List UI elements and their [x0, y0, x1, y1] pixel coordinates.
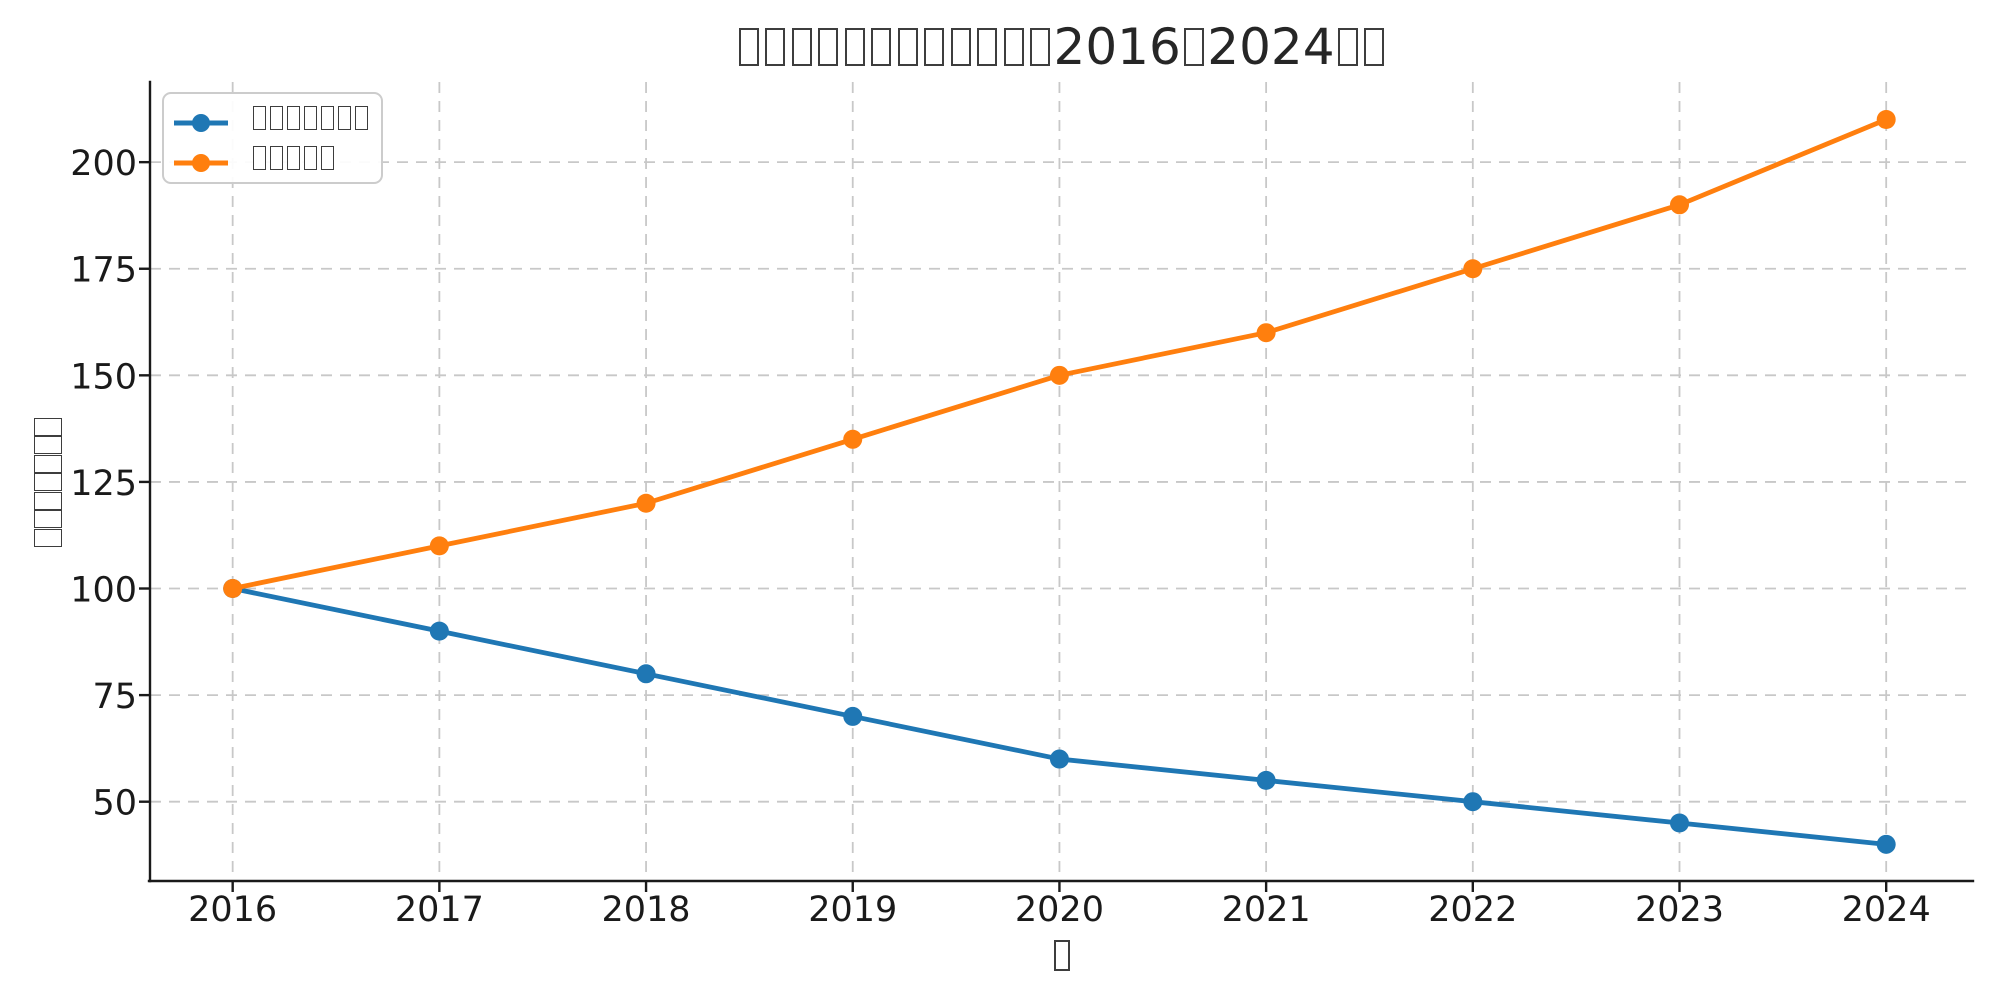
y-axis-label	[33, 417, 63, 547]
missing-glyph-box	[765, 28, 786, 66]
data-point-marker	[636, 493, 656, 513]
data-point-marker	[1670, 813, 1690, 833]
missing-glyph-box	[977, 28, 998, 66]
missing-glyph-box	[897, 28, 918, 66]
x-tick-label: 2020	[1015, 890, 1104, 930]
chart-title: 2016 2024	[150, 22, 1973, 72]
missing-glyph-box	[354, 105, 368, 131]
missing-glyph-box	[286, 105, 300, 131]
data-point-marker	[429, 536, 449, 556]
data-point-marker	[1670, 195, 1690, 215]
missing-glyph-box	[337, 105, 351, 131]
data-point-marker	[843, 429, 863, 449]
data-point-marker	[1876, 110, 1896, 130]
data-point-marker	[1876, 834, 1896, 854]
x-tick-label: 2019	[808, 890, 897, 930]
missing-glyph-box	[303, 145, 317, 171]
missing-glyph-box	[1053, 940, 1070, 971]
missing-glyph-box	[253, 105, 266, 131]
y-tick-label: 50	[92, 784, 137, 824]
missing-glyph-box	[33, 436, 63, 455]
x-tick-label: 2022	[1428, 890, 1517, 930]
missing-glyph-box	[270, 145, 283, 171]
grid	[150, 82, 1973, 881]
y-tick-label: 75	[92, 677, 137, 717]
missing-glyph-box	[1337, 28, 1358, 66]
legend	[162, 92, 383, 184]
legend-line-marker-sample-orange	[172, 147, 230, 172]
missing-glyph-box	[33, 528, 63, 547]
missing-glyph-box	[320, 105, 334, 131]
data-point-marker	[843, 706, 863, 726]
data-point-marker	[1049, 365, 1069, 385]
missing-glyph-box	[1003, 28, 1024, 66]
data-point-marker	[1463, 792, 1483, 812]
missing-glyph-box	[33, 473, 63, 492]
legend-line-marker-sample-blue	[172, 107, 230, 132]
missing-glyph-box	[1030, 28, 1051, 66]
data-point-marker	[636, 664, 656, 684]
missing-glyph-box	[253, 145, 266, 171]
missing-glyph-box	[33, 417, 63, 436]
y-tick-label: 150	[70, 357, 137, 397]
missing-glyph-box	[950, 28, 971, 66]
legend-label-series2	[251, 142, 336, 174]
legend-sample-glyph	[174, 154, 228, 172]
data-point-marker	[1049, 749, 1069, 769]
missing-glyph-box	[1184, 28, 1204, 66]
missing-glyph-box	[33, 454, 63, 473]
missing-glyph-box	[844, 28, 865, 66]
missing-glyph-box	[871, 28, 892, 66]
x-tick-label: 2016	[188, 890, 277, 930]
missing-glyph-box	[924, 28, 945, 66]
y-tick-label: 100	[70, 571, 137, 611]
missing-glyph-box	[738, 28, 759, 66]
legend-item-series1	[172, 102, 369, 134]
missing-glyph-box	[33, 491, 63, 510]
legend-sample-glyph	[174, 114, 228, 132]
y-tick-label: 175	[70, 251, 137, 291]
legend-item-series2	[172, 142, 369, 174]
missing-glyph-box	[1364, 28, 1385, 66]
missing-glyph-box	[818, 28, 839, 66]
missing-glyph-box	[286, 145, 300, 171]
data-point-marker	[429, 621, 449, 641]
missing-glyph-box	[270, 105, 283, 131]
legend-label-series1	[251, 102, 370, 134]
missing-glyph-box	[320, 145, 334, 171]
x-axis-label	[150, 936, 1973, 976]
missing-glyph-box	[791, 28, 812, 66]
x-tick-label: 2021	[1222, 890, 1311, 930]
legend-marker	[192, 154, 210, 172]
data-point-marker	[223, 579, 243, 599]
x-tick-label: 2023	[1635, 890, 1724, 930]
x-tick-label: 2018	[602, 890, 691, 930]
x-tick-label: 2017	[395, 890, 484, 930]
series-2	[223, 110, 1896, 599]
missing-glyph-box	[33, 510, 63, 529]
data-point-marker	[1256, 323, 1276, 343]
y-tick-label: 200	[70, 144, 137, 184]
legend-marker	[192, 114, 210, 132]
data-point-marker	[1463, 259, 1483, 279]
y-tick-label: 125	[70, 464, 137, 504]
tick-labels: 2016 2017 2018 2019 2020 2021 2022 2023 2024 50 75…	[70, 144, 1931, 930]
data-point-marker	[1256, 770, 1276, 790]
tick-marks	[139, 160, 1888, 892]
x-tick-label: 2024	[1842, 890, 1931, 930]
missing-glyph-box	[303, 105, 317, 131]
